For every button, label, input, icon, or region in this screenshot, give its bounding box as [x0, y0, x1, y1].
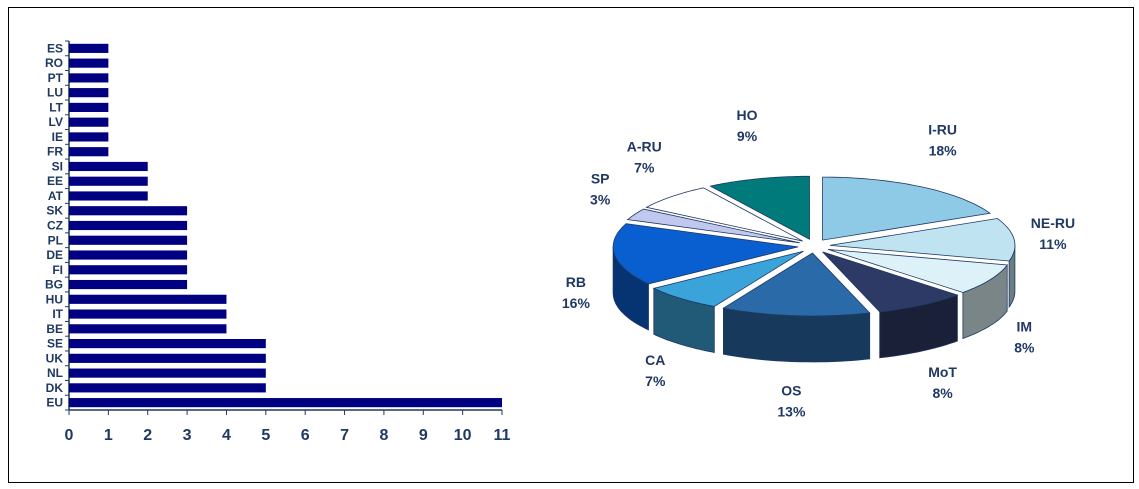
pie-label-a-ru: A-RU — [627, 139, 662, 155]
pie-percent-os: 13% — [777, 404, 806, 420]
pie-percent-i-ru: 18% — [929, 142, 958, 158]
pie-label-ne-ru: NE-RU — [1031, 215, 1075, 231]
pie-chart: I-RU 18% NE-RU 11% IM 8% MoT 8% OS 13% CA 7% RB 16% SP… — [562, 107, 1075, 420]
x-tick-label: 10 — [454, 427, 472, 444]
category-label: BE — [46, 322, 63, 336]
bar-lt — [69, 102, 109, 112]
category-label: RO — [45, 56, 63, 70]
category-label: SI — [52, 159, 63, 173]
bar-fr — [69, 147, 109, 157]
category-label: SK — [46, 204, 63, 218]
bar-eu — [69, 398, 502, 408]
x-tick-label: 1 — [104, 427, 113, 444]
category-label: NL — [47, 366, 63, 380]
bar-pt — [69, 73, 109, 83]
bar-fi — [69, 265, 188, 275]
category-label: EU — [46, 396, 63, 410]
bar-dk — [69, 383, 266, 393]
pie-wall-os — [723, 307, 871, 363]
bar-hu — [69, 294, 227, 304]
pie-slice-mot — [822, 251, 959, 313]
category-label: SE — [47, 337, 63, 351]
pie-label-i-ru: I-RU — [928, 121, 957, 137]
bar-de — [69, 250, 188, 260]
bar-ie — [69, 132, 109, 142]
x-tick-label: 9 — [419, 427, 428, 444]
x-tick-label: 2 — [143, 427, 152, 444]
category-label: AT — [48, 189, 64, 203]
category-label: ES — [47, 41, 63, 55]
pie-label-im: IM — [1017, 319, 1033, 335]
pie-percent-ca: 7% — [645, 373, 666, 389]
category-label: LU — [47, 86, 63, 100]
category-label: IE — [52, 130, 63, 144]
x-tick-label: 11 — [494, 427, 511, 444]
bar-es — [69, 43, 109, 53]
x-tick-label: 5 — [261, 427, 270, 444]
pie-percent-im: 8% — [1014, 340, 1035, 356]
pie-slice-ne-ru — [829, 218, 1016, 262]
bar-it — [69, 309, 227, 319]
x-tick-label: 8 — [379, 427, 388, 444]
category-label: DE — [46, 248, 63, 262]
x-tick-label: 4 — [222, 427, 231, 444]
bar-be — [69, 324, 227, 334]
bar-ee — [69, 176, 148, 186]
pie-slice-sp — [626, 208, 800, 244]
bar-pl — [69, 235, 188, 245]
category-label: FI — [52, 263, 63, 277]
pie-label-os: OS — [781, 383, 801, 399]
pie-label-sp: SP — [591, 170, 610, 186]
pie-slice-ca — [652, 250, 804, 307]
category-label: CZ — [47, 219, 63, 233]
bar-nl — [69, 368, 266, 378]
category-label: LV — [49, 115, 63, 129]
pie-label-mot: MoT — [928, 364, 957, 380]
bar-si — [69, 161, 148, 172]
pie-slice-ho — [709, 175, 810, 240]
bar-se — [69, 339, 266, 349]
category-label: DK — [46, 381, 64, 395]
category-label: FR — [47, 145, 63, 159]
category-label: HU — [46, 292, 63, 306]
bar-chart: ESROPTLULTLVIEFRSIEEATSKCZPLDEFIBGHUITBE… — [45, 40, 511, 444]
category-label: PT — [48, 71, 64, 85]
x-tick-label: 6 — [301, 427, 310, 444]
category-label: LT — [49, 100, 63, 114]
pie-percent-ne-ru: 11% — [1039, 236, 1067, 252]
bar-sk — [69, 206, 188, 216]
category-label: IT — [52, 307, 63, 321]
pie-percent-sp: 3% — [590, 191, 611, 207]
bar-lu — [69, 88, 109, 98]
bar-at — [69, 191, 148, 201]
category-label: BG — [45, 278, 63, 292]
pie-slice-rb — [612, 223, 799, 285]
x-tick-label: 7 — [340, 427, 349, 444]
chart-canvas: ESROPTLULTLVIEFRSIEEATSKCZPLDEFIBGHUITBE… — [45, 40, 1075, 444]
x-tick-label: 3 — [183, 427, 192, 444]
pie-percent-ho: 9% — [737, 128, 758, 144]
pie-slice-a-ru — [645, 187, 803, 242]
bar-bg — [69, 279, 188, 290]
category-label: UK — [46, 351, 64, 365]
bar-lv — [69, 117, 109, 127]
pie-label-ho: HO — [737, 107, 758, 123]
pie-percent-mot: 8% — [932, 385, 953, 401]
category-label: EE — [47, 174, 63, 188]
pie-percent-a-ru: 7% — [634, 160, 655, 176]
pie-label-ca: CA — [645, 352, 665, 368]
pie-label-rb: RB — [566, 274, 586, 290]
pie-slice-os — [722, 252, 871, 317]
bar-uk — [69, 353, 266, 363]
pie-percent-rb: 16% — [562, 295, 591, 311]
x-tick-label: 0 — [65, 427, 74, 444]
chart-frame: ES RO PT LU LT LV IE FR SI EE AT SK CZ PL DE FI BG HU IT BE… — [8, 7, 1134, 483]
pie-slice-i-ru — [822, 176, 992, 241]
bar-ro — [69, 58, 109, 68]
pie-slice-im — [827, 248, 1008, 293]
category-label: PL — [48, 233, 63, 247]
bar-cz — [69, 220, 188, 231]
